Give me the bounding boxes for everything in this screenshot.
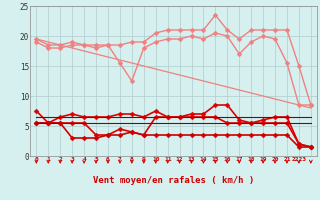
X-axis label: Vent moyen/en rafales ( km/h ): Vent moyen/en rafales ( km/h ) — [93, 176, 254, 185]
